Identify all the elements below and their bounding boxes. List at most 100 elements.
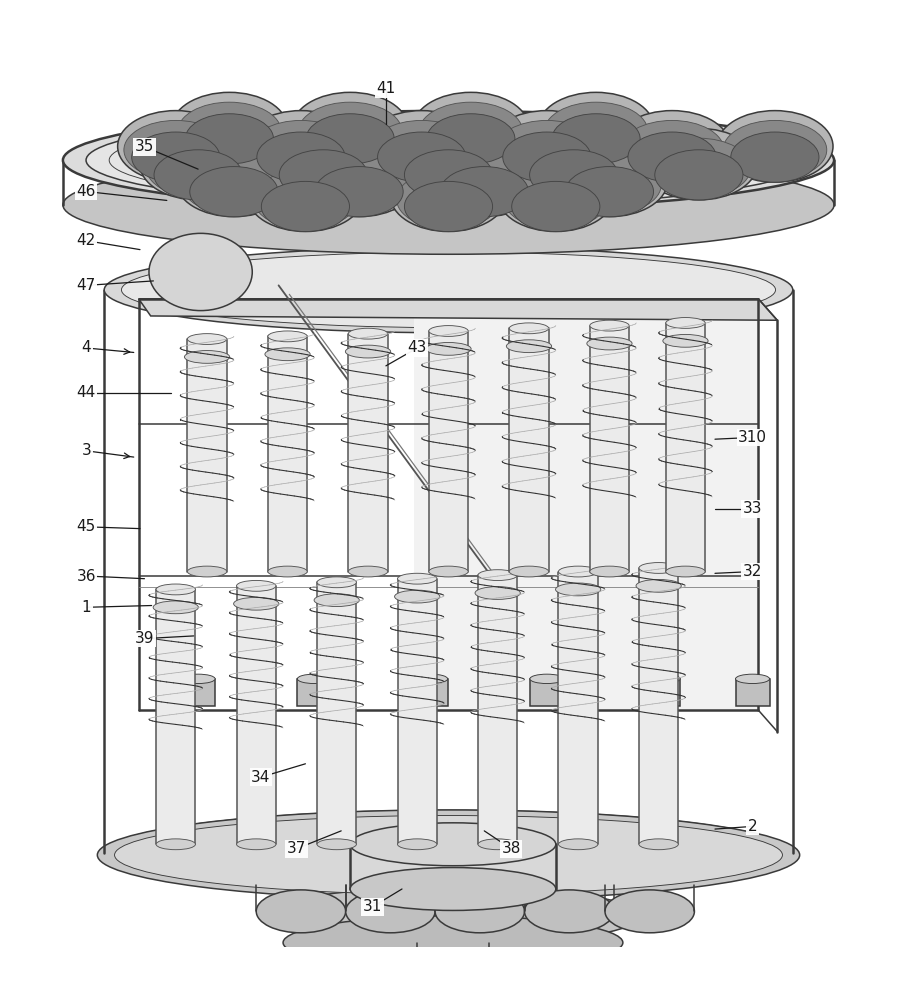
Ellipse shape: [405, 150, 492, 200]
Ellipse shape: [63, 111, 834, 210]
Ellipse shape: [552, 114, 640, 164]
Bar: [181, 679, 215, 706]
Ellipse shape: [265, 348, 310, 361]
Ellipse shape: [298, 674, 331, 684]
Ellipse shape: [435, 890, 525, 933]
Ellipse shape: [132, 132, 220, 182]
Bar: [639, 568, 678, 844]
Ellipse shape: [426, 145, 543, 217]
Ellipse shape: [266, 128, 381, 200]
Ellipse shape: [429, 326, 468, 336]
Ellipse shape: [317, 839, 356, 850]
Ellipse shape: [272, 138, 375, 197]
Bar: [156, 589, 196, 844]
Text: 46: 46: [76, 184, 96, 199]
Ellipse shape: [98, 810, 799, 900]
Text: 32: 32: [743, 564, 762, 579]
Ellipse shape: [647, 138, 751, 197]
Ellipse shape: [63, 156, 834, 254]
Bar: [397, 579, 437, 844]
Text: 34: 34: [251, 770, 270, 785]
Ellipse shape: [261, 181, 350, 232]
Ellipse shape: [181, 674, 215, 684]
Ellipse shape: [731, 132, 819, 182]
Polygon shape: [139, 299, 778, 320]
Ellipse shape: [538, 92, 654, 164]
Ellipse shape: [736, 674, 770, 684]
Ellipse shape: [182, 155, 286, 214]
Ellipse shape: [257, 132, 345, 182]
Ellipse shape: [503, 132, 591, 182]
Ellipse shape: [314, 594, 360, 607]
Bar: [530, 679, 564, 706]
Ellipse shape: [115, 816, 782, 894]
Ellipse shape: [154, 150, 242, 200]
Bar: [317, 582, 356, 844]
Text: 33: 33: [743, 501, 762, 516]
Ellipse shape: [237, 839, 276, 850]
Ellipse shape: [565, 167, 654, 217]
Ellipse shape: [590, 566, 629, 577]
Ellipse shape: [504, 170, 607, 229]
Ellipse shape: [345, 345, 391, 358]
Ellipse shape: [559, 566, 597, 577]
Ellipse shape: [378, 132, 466, 182]
Ellipse shape: [429, 566, 468, 577]
Bar: [590, 326, 629, 572]
Ellipse shape: [558, 155, 661, 214]
Ellipse shape: [605, 890, 694, 933]
Ellipse shape: [350, 823, 556, 866]
Ellipse shape: [555, 583, 601, 596]
Ellipse shape: [717, 111, 833, 182]
Ellipse shape: [544, 102, 648, 161]
Ellipse shape: [478, 570, 518, 581]
Ellipse shape: [124, 120, 228, 179]
Ellipse shape: [306, 114, 394, 164]
Ellipse shape: [666, 566, 705, 577]
Bar: [348, 334, 388, 572]
Text: 35: 35: [135, 139, 154, 154]
Text: 3: 3: [82, 443, 91, 458]
Ellipse shape: [140, 128, 257, 200]
Ellipse shape: [530, 674, 564, 684]
Ellipse shape: [187, 334, 227, 344]
Ellipse shape: [350, 868, 556, 910]
Ellipse shape: [233, 597, 279, 610]
Ellipse shape: [646, 674, 680, 684]
Ellipse shape: [121, 252, 776, 328]
Bar: [646, 679, 680, 706]
Ellipse shape: [396, 170, 501, 229]
Ellipse shape: [370, 120, 474, 179]
Ellipse shape: [628, 132, 716, 182]
Ellipse shape: [266, 887, 640, 945]
Text: 39: 39: [135, 631, 154, 646]
Text: 44: 44: [77, 385, 96, 400]
Ellipse shape: [495, 120, 598, 179]
Ellipse shape: [149, 233, 252, 311]
Bar: [559, 572, 597, 844]
Ellipse shape: [237, 580, 276, 591]
Text: 4: 4: [82, 340, 91, 355]
Bar: [429, 331, 468, 572]
Ellipse shape: [248, 160, 363, 232]
Text: 36: 36: [76, 569, 96, 584]
Ellipse shape: [146, 138, 250, 197]
Text: 31: 31: [362, 899, 382, 914]
Ellipse shape: [414, 674, 448, 684]
Ellipse shape: [590, 320, 629, 331]
Ellipse shape: [587, 337, 632, 350]
Ellipse shape: [156, 839, 196, 850]
Ellipse shape: [525, 890, 614, 933]
Ellipse shape: [552, 145, 667, 217]
Ellipse shape: [489, 111, 605, 182]
Ellipse shape: [156, 584, 196, 595]
Ellipse shape: [254, 170, 357, 229]
Text: 310: 310: [738, 430, 767, 445]
Ellipse shape: [118, 815, 779, 892]
Ellipse shape: [363, 111, 480, 182]
Ellipse shape: [511, 181, 600, 232]
Ellipse shape: [268, 566, 307, 577]
Ellipse shape: [640, 128, 757, 200]
Text: 41: 41: [376, 81, 396, 96]
Bar: [414, 679, 448, 706]
